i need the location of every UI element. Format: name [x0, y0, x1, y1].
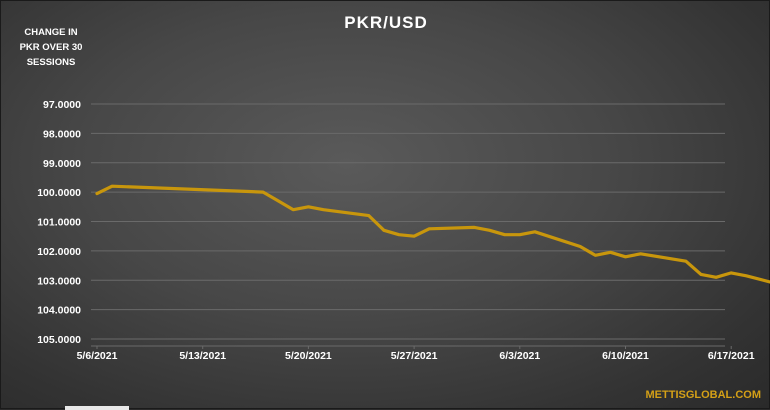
x-tick-label: 6/17/2021 [708, 350, 755, 362]
divider [65, 406, 129, 410]
y-tick-label: 105.0000 [37, 334, 81, 346]
y-tick-label: 102.0000 [37, 246, 81, 258]
y-tick-label: 99.0000 [43, 158, 81, 170]
x-tick-label: 5/27/2021 [391, 350, 438, 362]
y-tick-label: 101.0000 [37, 217, 81, 229]
x-tick-label: 6/10/2021 [602, 350, 649, 362]
y-tick-label: 103.0000 [37, 275, 81, 287]
series-line [97, 186, 770, 307]
watermark: METTISGLOBAL.COM [646, 389, 762, 401]
x-tick-label: 5/20/2021 [285, 350, 332, 362]
x-tick-label: 5/6/2021 [77, 350, 118, 362]
x-tick-label: 5/13/2021 [179, 350, 226, 362]
y-tick-label: 104.0000 [37, 305, 81, 317]
y-tick-label: 97.0000 [43, 99, 81, 111]
x-tick-label: 6/3/2021 [499, 350, 540, 362]
y-tick-label: 98.0000 [43, 128, 81, 140]
y-tick-label: 100.0000 [37, 187, 81, 199]
